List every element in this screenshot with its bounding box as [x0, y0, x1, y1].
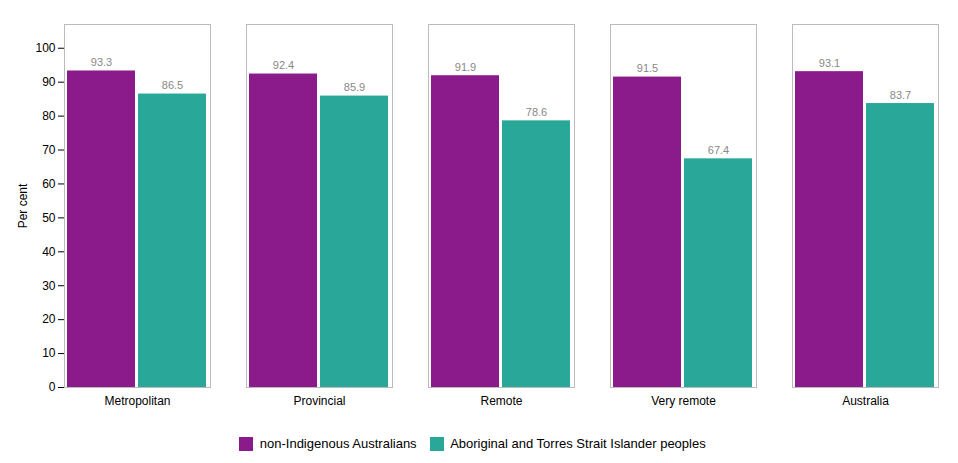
svg-text:91.5: 91.5 [637, 62, 658, 74]
svg-text:70: 70 [42, 143, 56, 157]
svg-text:100: 100 [35, 41, 55, 55]
svg-text:30: 30 [42, 279, 56, 293]
svg-text:67.4: 67.4 [708, 144, 729, 156]
svg-text:93.1: 93.1 [819, 57, 840, 69]
svg-text:Very remote: Very remote [651, 394, 716, 408]
html-text:Aboriginal and Torres Strait I: Aboriginal and Torres Strait Islander pe… [450, 436, 706, 451]
svg-text:86.5: 86.5 [162, 79, 183, 91]
svg-text:78.6: 78.6 [526, 106, 547, 118]
svg-text:Per cent: Per cent [16, 183, 30, 228]
svg-text:Australia: Australia [842, 394, 889, 408]
svg-text:85.9: 85.9 [344, 81, 365, 93]
svg-text:0: 0 [49, 380, 56, 394]
svg-text:83.7: 83.7 [890, 89, 911, 101]
svg-text:93.3: 93.3 [91, 56, 112, 68]
svg-text:91.9: 91.9 [455, 61, 476, 73]
svg-text:40: 40 [42, 245, 56, 259]
svg-text:60: 60 [42, 177, 56, 191]
svg-text:50: 50 [42, 211, 56, 225]
svg-text:10: 10 [42, 346, 56, 360]
html-text:non-Indigenous Australians: non-Indigenous Australians [259, 436, 417, 451]
svg-text:92.4: 92.4 [273, 59, 294, 71]
svg-text:90: 90 [42, 75, 56, 89]
svg-text:20: 20 [42, 312, 56, 326]
svg-text:80: 80 [42, 109, 56, 123]
svg-text:Remote: Remote [480, 394, 522, 408]
svg-text:Metropolitan: Metropolitan [104, 394, 170, 408]
svg-text:Provincial: Provincial [293, 394, 345, 408]
